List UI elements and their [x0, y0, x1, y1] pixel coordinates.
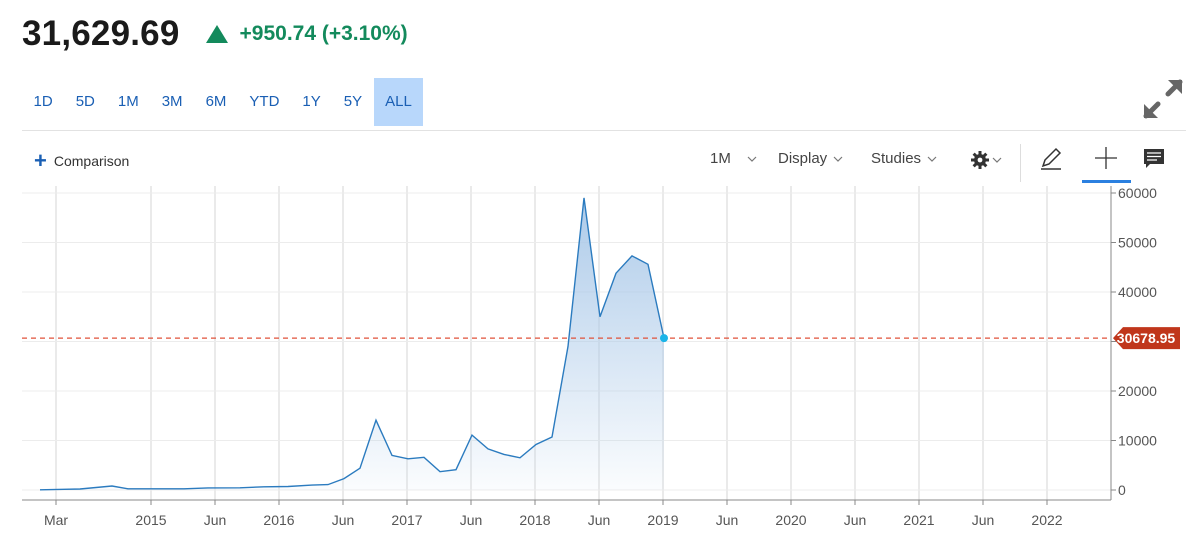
range-5y-button[interactable]: 5Y [343, 93, 363, 110]
x-tick-label: 2017 [391, 512, 422, 528]
series-area [40, 197, 664, 490]
x-tick-label: 2018 [519, 512, 550, 528]
comparison-button[interactable]: + Comparison [34, 148, 130, 173]
range-1y-button[interactable]: 1Y [302, 93, 321, 110]
last-price: 31,629.69 [22, 14, 180, 53]
y-tick-label: 10000 [1118, 433, 1157, 449]
y-tick-label: 0 [1118, 482, 1126, 498]
range-selector: 1D 5D 1M 3M 6M YTD 1Y 5Y ALL [22, 78, 424, 126]
x-tick-label: 2016 [263, 512, 294, 528]
y-tick-label: 50000 [1118, 235, 1157, 251]
x-tick-label: Jun [460, 512, 483, 528]
crosshair-active-indicator [1082, 180, 1131, 183]
x-tick-label: Jun [332, 512, 355, 528]
studies-label: Studies [871, 150, 922, 167]
settings-dropdown[interactable] [970, 150, 1002, 170]
display-label: Display [778, 150, 828, 167]
x-tick-label: Mar [44, 512, 68, 528]
range-3m-button[interactable]: 3M [161, 93, 183, 110]
last-value-marker [659, 334, 668, 343]
last-value-label: 30678.95 [1117, 330, 1176, 346]
price-change: +950.74 (+3.10%) [239, 22, 408, 45]
toolbar-separator [1020, 144, 1021, 182]
crosshair-icon[interactable] [1093, 145, 1119, 171]
x-tick-label: 2022 [1031, 512, 1062, 528]
series-line [39, 197, 665, 491]
interval-dropdown[interactable]: 1M [710, 150, 757, 167]
x-tick-label: Jun [716, 512, 739, 528]
range-all-button[interactable]: ALL [373, 78, 424, 126]
range-5d-button[interactable]: 5D [75, 93, 95, 110]
studies-dropdown[interactable]: Studies [871, 150, 937, 167]
range-1d-button[interactable]: 1D [33, 93, 53, 110]
y-tick-label: 60000 [1118, 185, 1157, 201]
x-tick-label: Jun [204, 512, 227, 528]
quote-header: 31,629.69 +950.74 (+3.10%) [22, 12, 408, 56]
comparison-label: Comparison [53, 153, 130, 169]
up-arrow-icon [205, 25, 228, 43]
x-tick-label: 2020 [775, 512, 806, 528]
expand-arrows-icon[interactable] [1142, 78, 1184, 120]
price-chart: Mar 2015 Jun 2016 Jun 2017 Jun 2018 Jun 2019 Jun 20… [22, 185, 1180, 528]
chevron-down-icon [992, 157, 1002, 163]
gear-icon [971, 151, 989, 169]
x-tick-label: Jun [844, 512, 867, 528]
plus-icon: + [34, 148, 47, 173]
y-tick-label: 40000 [1118, 284, 1157, 300]
chevron-down-icon [833, 156, 843, 162]
chevron-down-icon [747, 156, 757, 162]
x-tick-label: Jun [972, 512, 995, 528]
last-value-badge [1113, 327, 1180, 350]
y-tick-label: 20000 [1118, 383, 1157, 399]
range-6m-button[interactable]: 6M [205, 93, 227, 110]
pencil-icon[interactable] [1038, 145, 1064, 171]
display-dropdown[interactable]: Display [778, 150, 843, 167]
x-tick-label: 2019 [647, 512, 678, 528]
x-tick-label: 2021 [903, 512, 934, 528]
range-1m-button[interactable]: 1M [117, 93, 139, 110]
x-tick-label: 2015 [135, 512, 166, 528]
interval-label: 1M [710, 150, 731, 167]
x-tick-label: Jun [588, 512, 611, 528]
header-divider [22, 130, 1186, 131]
chevron-down-icon [927, 156, 937, 162]
comment-icon[interactable] [1141, 145, 1167, 171]
range-ytd-button[interactable]: YTD [249, 93, 280, 110]
